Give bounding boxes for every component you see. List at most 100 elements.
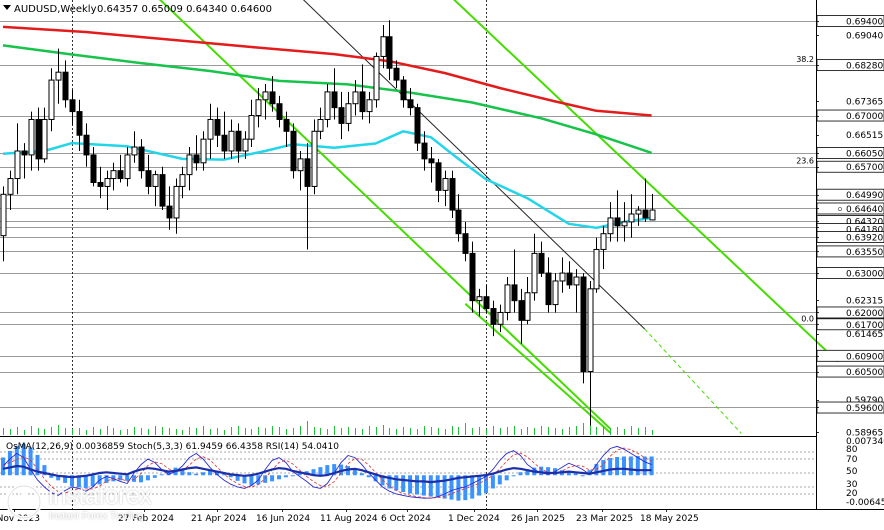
osma-bar — [208, 470, 212, 476]
symbol-label: AUDUSD,Weekly — [14, 4, 97, 15]
collapse-triangle-icon[interactable] — [3, 5, 11, 10]
price-axis-label: 0.64640 — [846, 205, 883, 215]
osma-bar — [518, 472, 523, 476]
trend-line — [302, 0, 646, 330]
osma-bar — [628, 456, 633, 476]
candle-bull — [131, 146, 138, 156]
osma-bar — [125, 475, 130, 481]
price-axis-label: 0.69400 — [846, 18, 883, 28]
fib-level-label: 38.2 — [796, 55, 814, 64]
candle-bull — [311, 130, 318, 187]
osma-bar — [35, 454, 40, 476]
time-axis-label: 16 Jun 2024 — [256, 514, 310, 524]
candle-bull — [262, 91, 269, 101]
osma-bar — [470, 475, 475, 499]
osma-bar — [484, 475, 488, 494]
osma-bar — [449, 475, 454, 500]
candle-bull — [559, 272, 566, 282]
candle-bear — [414, 107, 421, 144]
osma-bar — [642, 456, 647, 476]
candle-bear — [304, 158, 311, 187]
trend-line — [158, 0, 611, 430]
oscillator-axis-label: 80 — [846, 445, 858, 455]
candle-bear — [393, 67, 400, 81]
price-axis-label: 0.67365 — [846, 98, 883, 108]
candle-bull — [179, 174, 186, 187]
price-axis-label: 0.63920 — [846, 234, 883, 244]
candle-bear — [117, 170, 124, 180]
candle-bear — [83, 134, 90, 156]
time-axis-label: 6 Oct 2024 — [381, 514, 431, 524]
osma-bar — [511, 475, 516, 477]
candle-bear — [221, 134, 228, 152]
candle-bull — [242, 138, 249, 152]
price-axis-label: 0.68280 — [846, 62, 883, 72]
osma-bar — [504, 475, 509, 481]
oscillator-axis-label: 0.007340 — [846, 437, 884, 447]
time-axis-label: 23 Mar 2025 — [576, 514, 633, 524]
trend-line — [644, 328, 742, 434]
osma-bar — [21, 443, 26, 476]
candle-bear — [545, 272, 552, 306]
candle-bear — [90, 154, 97, 183]
price-axis-label: 0.61700 — [846, 321, 883, 331]
candle-bull — [600, 233, 607, 250]
candle-bear — [283, 118, 290, 132]
candle-bull — [524, 292, 531, 321]
osma-bar — [615, 456, 620, 476]
osma-bar — [318, 467, 323, 476]
candle-bull — [628, 213, 635, 223]
candle-bear — [338, 107, 345, 124]
price-axis-label: 0.66050 — [846, 149, 883, 159]
oscillator-label: OsMA(12,26,9) 0.0036859 Stoch(5,3,3) 61.… — [6, 442, 339, 452]
osma-bar — [28, 447, 33, 476]
osma-bar — [90, 475, 95, 487]
brand-watermark: instaforex Instant Forex Trading — [4, 482, 204, 526]
osma-bar — [490, 475, 495, 489]
osma-bar — [214, 471, 219, 476]
osma-bar — [180, 469, 185, 476]
candle-bull — [531, 252, 538, 294]
osma-bar — [63, 475, 68, 483]
osma-bar — [635, 455, 640, 476]
trend-line — [464, 303, 611, 434]
price-axis-label: 0.65700 — [846, 163, 883, 173]
osma-bar — [387, 475, 392, 489]
candle-bear — [97, 181, 104, 187]
candle-bull — [41, 118, 48, 160]
candle-bear — [455, 209, 462, 235]
osma-bar — [235, 475, 240, 481]
osma-bar — [249, 475, 254, 486]
osma-bar — [270, 475, 275, 482]
price-axis-label: 0.60500 — [846, 368, 883, 378]
candle-bull — [373, 55, 380, 101]
candle-bull — [55, 71, 62, 81]
osma-bar — [366, 475, 371, 478]
price-axis-label: 0.64990 — [846, 191, 883, 201]
price-label-box — [816, 267, 884, 279]
osma-bar — [139, 475, 143, 483]
candle-bear — [642, 209, 649, 219]
osma-bar — [566, 472, 571, 476]
osma-bar — [159, 474, 164, 476]
price-label-box — [816, 231, 884, 243]
price-label-box — [816, 349, 884, 362]
candle-bull — [621, 221, 628, 227]
fib-level-label: 23.6 — [796, 157, 814, 166]
osma-bar — [221, 474, 226, 476]
candle-bull — [297, 158, 304, 172]
price-axis-label: 0.64320 — [846, 218, 883, 228]
osma-bar — [332, 464, 337, 476]
instaforex-logo-icon — [6, 484, 42, 520]
candle-bear — [580, 276, 587, 373]
oscillator-axis-label: 30 — [846, 480, 858, 490]
candle-bear — [538, 252, 545, 274]
osma-bar — [297, 473, 302, 476]
price-axis-label: 0.62315 — [846, 297, 883, 307]
osma-bar — [311, 469, 316, 476]
candle-bear — [435, 162, 442, 191]
osma-bar — [346, 466, 350, 476]
osma-bar — [573, 473, 578, 476]
